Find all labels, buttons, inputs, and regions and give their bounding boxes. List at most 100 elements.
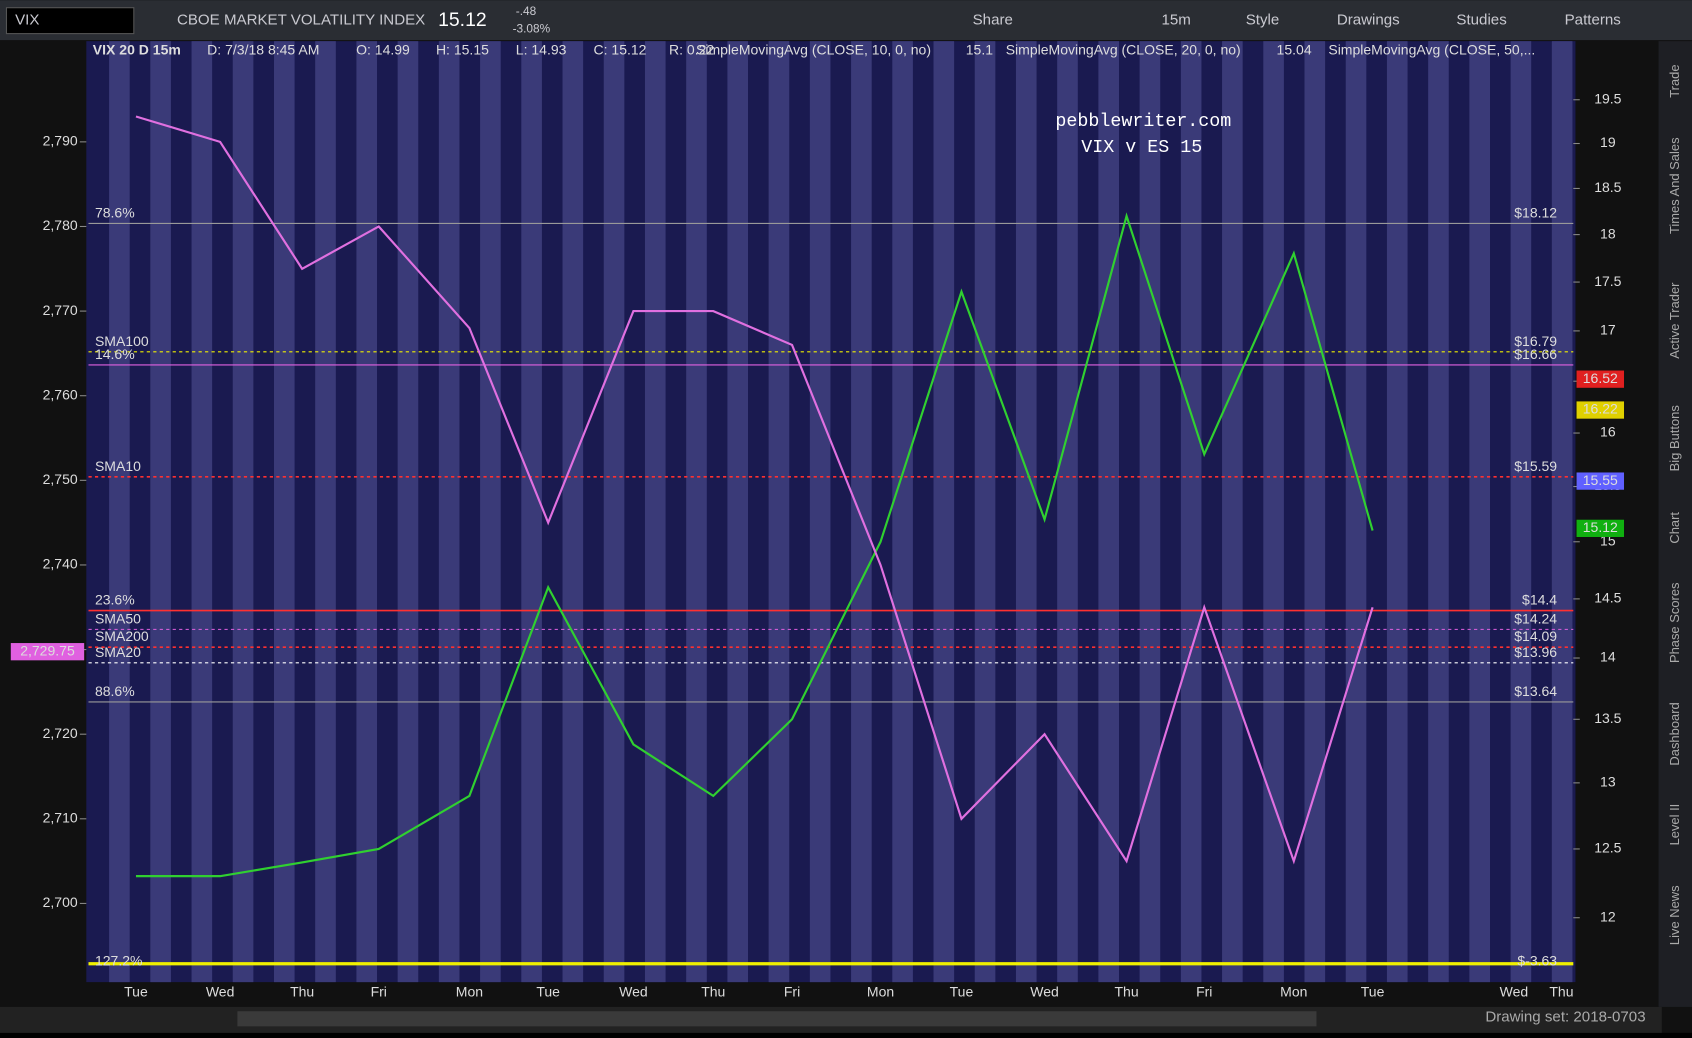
- level-value: $18.12: [1514, 204, 1557, 220]
- time-stripe: [686, 41, 707, 983]
- time-stripe: [603, 41, 625, 983]
- time-stripe: [480, 41, 501, 983]
- time-stripe: [191, 41, 213, 983]
- time-stripe: [1551, 41, 1573, 983]
- side-tab[interactable]: Live News: [1667, 885, 1682, 945]
- side-tab[interactable]: Chart: [1667, 512, 1682, 544]
- x-tick-label: Wed: [1030, 984, 1059, 1000]
- side-tab[interactable]: Times And Sales: [1667, 137, 1682, 234]
- price-badge: [1576, 401, 1625, 419]
- level-name: 78.6%: [95, 204, 135, 220]
- toolbar-button[interactable]: Share: [973, 12, 1013, 29]
- y-tick-label: 2,750: [43, 471, 78, 487]
- time-stripe: [521, 41, 542, 983]
- scroll-thumb[interactable]: [237, 1011, 1317, 1027]
- time-stripe: [933, 41, 955, 983]
- y2-tick-label: 17: [1600, 322, 1616, 338]
- symbol: VIX: [15, 12, 39, 29]
- time-stripe: [1015, 41, 1037, 983]
- time-stripe: [1469, 41, 1490, 983]
- level-name: 88.6%: [95, 683, 135, 699]
- level-name: SMA10: [95, 458, 141, 474]
- time-stripe: [809, 41, 831, 983]
- symbol-box[interactable]: [5, 7, 135, 35]
- time-stripe: [727, 41, 749, 983]
- toolbar-button[interactable]: Style: [1246, 12, 1280, 29]
- time-stripe: [1098, 41, 1120, 983]
- y2-tick-label: 18.5: [1594, 179, 1621, 195]
- time-stripe: [1263, 41, 1284, 983]
- time-stripe: [892, 41, 913, 983]
- y-tick-label: 2,760: [43, 386, 78, 402]
- study-label: SimpleMovingAvg (CLOSE, 50,...: [1328, 42, 1535, 58]
- x-tick-label: Tue: [124, 984, 148, 1000]
- time-stripe: [1139, 41, 1161, 983]
- side-tab[interactable]: Phase Scores: [1667, 583, 1682, 664]
- level-value: $-3.63: [1517, 952, 1557, 968]
- time-stripe: [1386, 41, 1408, 983]
- time-stripe: [273, 41, 295, 983]
- level-name: 127.2%: [95, 952, 143, 968]
- time-stripe: [109, 41, 130, 983]
- x-tick-label: Mon: [867, 984, 894, 1000]
- time-stripe: [1304, 41, 1326, 983]
- y2-tick-label: 16: [1600, 424, 1616, 440]
- study-value: 15.04: [1277, 42, 1312, 58]
- time-stripe: [974, 41, 996, 983]
- x-tick-label: Thu: [1114, 984, 1138, 1000]
- x-tick-label: Tue: [536, 984, 560, 1000]
- level-value: $16.66: [1514, 346, 1557, 362]
- time-stripe: [315, 41, 336, 983]
- level-name: SMA20: [95, 644, 141, 660]
- series-line: [135, 212, 1374, 878]
- time-stripe: [1057, 41, 1078, 983]
- x-tick-label: Fri: [1196, 984, 1212, 1000]
- level-value: $14.09: [1514, 628, 1557, 644]
- time-stripe: [1222, 41, 1243, 983]
- header-field: C: 15.12: [593, 42, 646, 58]
- header-field: H: 15.15: [436, 42, 489, 58]
- toolbar-button[interactable]: Patterns: [1565, 12, 1621, 29]
- last-price: 15.12: [438, 9, 487, 31]
- toolbar-button[interactable]: 15m: [1162, 12, 1191, 29]
- toolbar-button[interactable]: Drawings: [1337, 12, 1400, 29]
- header-field: R: 0.22: [669, 42, 714, 58]
- header-field: O: 14.99: [356, 42, 410, 58]
- level-name: SMA100: [95, 333, 149, 349]
- header-field: D: 7/3/18 8:45 AM: [207, 42, 319, 58]
- side-tab[interactable]: Big Buttons: [1667, 405, 1682, 471]
- header-field: L: 14.93: [516, 42, 567, 58]
- y-tick-label: 2,790: [43, 133, 78, 149]
- time-stripe: [356, 41, 378, 983]
- x-tick-label: Wed: [206, 984, 235, 1000]
- price-badge-label: 16.52: [1583, 370, 1618, 386]
- price-badge: [1576, 472, 1625, 490]
- drawing-set: Drawing set: 2018-0703: [1485, 1009, 1645, 1026]
- y-tick-label: 2,700: [43, 894, 78, 910]
- y2-tick-label: 17.5: [1594, 273, 1621, 289]
- x-tick-label: Thu: [701, 984, 725, 1000]
- side-tab[interactable]: Trade: [1667, 64, 1682, 97]
- level-name: SMA200: [95, 628, 149, 644]
- y-tick-label: 2,720: [43, 725, 78, 741]
- y-tick-label: 2,740: [43, 556, 78, 572]
- y2-tick-label: 14.5: [1594, 590, 1621, 606]
- side-tab[interactable]: Level II: [1667, 804, 1682, 846]
- x-tick-label: Fri: [371, 984, 387, 1000]
- series-line: [135, 115, 1374, 865]
- price-badge: [1576, 370, 1625, 388]
- x-tick-label: Tue: [1361, 984, 1385, 1000]
- toolbar-button[interactable]: Studies: [1456, 12, 1506, 29]
- toolbar: [0, 0, 1692, 41]
- x-tick-label: Tue: [950, 984, 974, 1000]
- time-stripe: [1345, 41, 1367, 983]
- side-tab[interactable]: Active Trader: [1667, 282, 1682, 359]
- y-tick-label: 2,770: [43, 302, 78, 318]
- y-tick-label: 2,710: [43, 810, 78, 826]
- x-tick-label: Wed: [619, 984, 648, 1000]
- level-value: $13.64: [1514, 683, 1557, 699]
- side-tab[interactable]: Dashboard: [1667, 702, 1682, 765]
- price-badge-label: 2,729.75: [20, 642, 75, 658]
- level-value: $14.4: [1522, 592, 1557, 608]
